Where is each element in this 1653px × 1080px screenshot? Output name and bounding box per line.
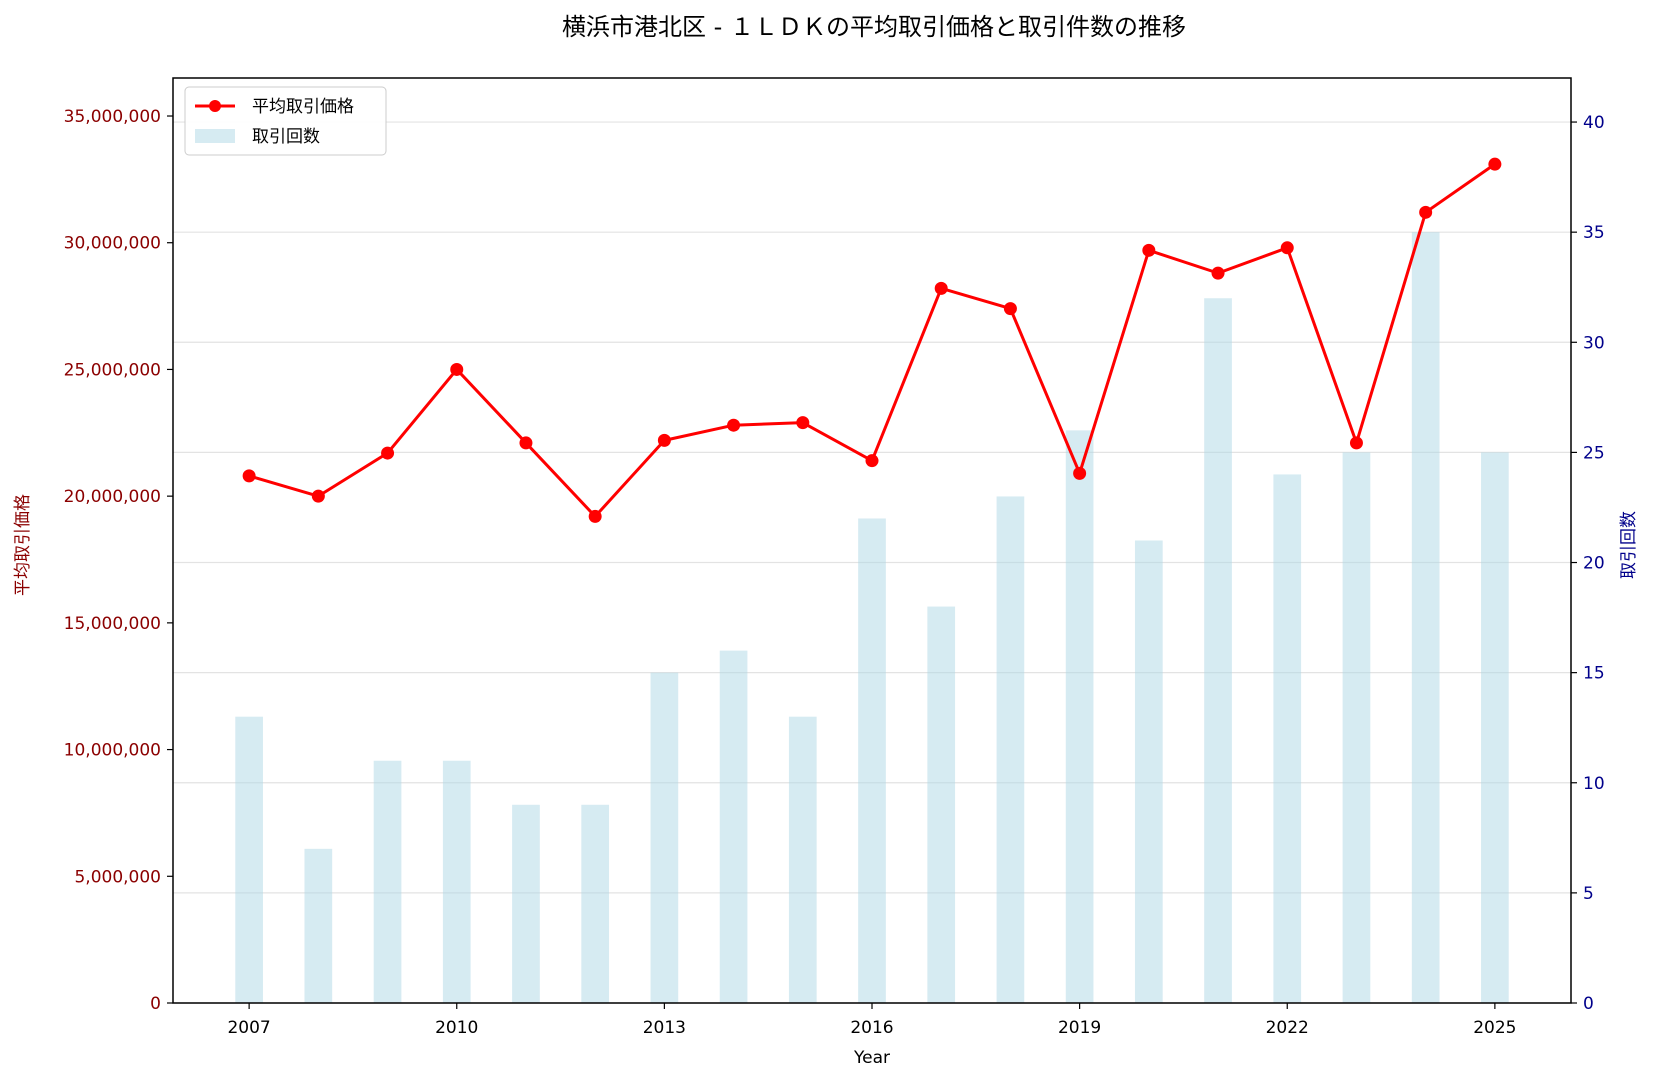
line-point	[865, 454, 879, 468]
legend-label-price: 平均取引価格	[252, 97, 354, 117]
bar	[1065, 430, 1094, 1003]
line-point	[1003, 302, 1017, 316]
x-tick-label: 2025	[1473, 1018, 1516, 1038]
line-point	[1280, 241, 1294, 255]
x-tick-label: 2010	[435, 1018, 478, 1038]
x-axis: 2007 2010 2013 2016 2019 2022 2025	[227, 1003, 1517, 1038]
bar	[1134, 540, 1163, 1003]
legend-line-marker	[209, 100, 221, 112]
bar	[927, 606, 956, 1003]
right-tick-label: 35	[1583, 223, 1605, 243]
right-axis-label: 取引回数	[1619, 511, 1639, 579]
line-point	[1142, 243, 1156, 257]
line-series	[242, 157, 1502, 523]
bar	[650, 672, 679, 1003]
line-point	[1073, 466, 1087, 480]
x-tick-label: 2013	[643, 1018, 686, 1038]
bar	[788, 716, 817, 1003]
bar-series	[235, 232, 1509, 1003]
left-tick-label: 15,000,000	[64, 614, 161, 634]
right-tick-label: 20	[1583, 554, 1605, 574]
bar	[1204, 298, 1232, 1003]
left-tick-label: 30,000,000	[64, 234, 161, 254]
bar	[512, 804, 540, 1003]
right-tick-label: 10	[1583, 774, 1605, 794]
bar	[304, 848, 333, 1003]
line-point	[1419, 205, 1433, 219]
x-tick-label: 2016	[850, 1018, 893, 1038]
bar	[235, 716, 263, 1003]
line-point	[588, 509, 602, 523]
left-axis-label: 平均取引価格	[13, 494, 33, 596]
legend-label-count: 取引回数	[252, 127, 320, 147]
right-tick-label: 40	[1583, 113, 1605, 133]
right-tick-label: 30	[1583, 333, 1605, 353]
line-point	[796, 416, 810, 430]
legend: 平均取引価格 取引回数	[184, 86, 387, 156]
left-tick-label: 20,000,000	[64, 487, 161, 507]
chart-title: 横浜市港北区 - １ＬＤＫの平均取引価格と取引件数の推移	[562, 13, 1186, 41]
line-point	[519, 436, 533, 450]
line-point	[311, 489, 325, 503]
line-point	[727, 418, 741, 432]
bar	[858, 518, 886, 1003]
line-point	[1349, 436, 1363, 450]
bar	[442, 760, 471, 1003]
bar	[996, 496, 1025, 1003]
line-point	[242, 469, 256, 483]
legend-bar-swatch	[195, 129, 235, 143]
x-tick-label: 2019	[1058, 1018, 1101, 1038]
bar	[1273, 474, 1302, 1003]
x-tick-label: 2022	[1266, 1018, 1309, 1038]
line-point	[450, 362, 464, 376]
right-tick-label: 15	[1583, 664, 1605, 684]
right-y-axis: 0 5 10 15 20 25 30 35 40	[1571, 113, 1605, 1014]
line-point	[1488, 157, 1502, 171]
left-tick-label: 25,000,000	[64, 360, 161, 380]
x-tick-label: 2007	[227, 1018, 270, 1038]
bar	[581, 804, 610, 1003]
right-tick-label: 0	[1583, 994, 1594, 1014]
right-tick-label: 5	[1583, 884, 1594, 904]
left-tick-label: 10,000,000	[64, 741, 161, 761]
bar	[719, 650, 748, 1003]
x-axis-label: Year	[853, 1048, 890, 1068]
bar	[373, 760, 402, 1003]
legend-box	[184, 86, 387, 156]
line-point	[1211, 266, 1225, 280]
right-tick-label: 25	[1583, 443, 1605, 463]
left-y-axis: 0 5,000,000 10,000,000 15,000,000 20,000,000…	[64, 107, 173, 1014]
left-tick-label: 35,000,000	[64, 107, 161, 127]
left-tick-label: 0	[150, 994, 161, 1014]
bar	[1481, 452, 1509, 1003]
line-point	[381, 446, 395, 460]
line-point	[657, 433, 671, 447]
left-tick-label: 5,000,000	[74, 867, 161, 887]
bar	[1411, 232, 1440, 1003]
bar	[1342, 452, 1371, 1003]
line-point	[934, 281, 948, 295]
